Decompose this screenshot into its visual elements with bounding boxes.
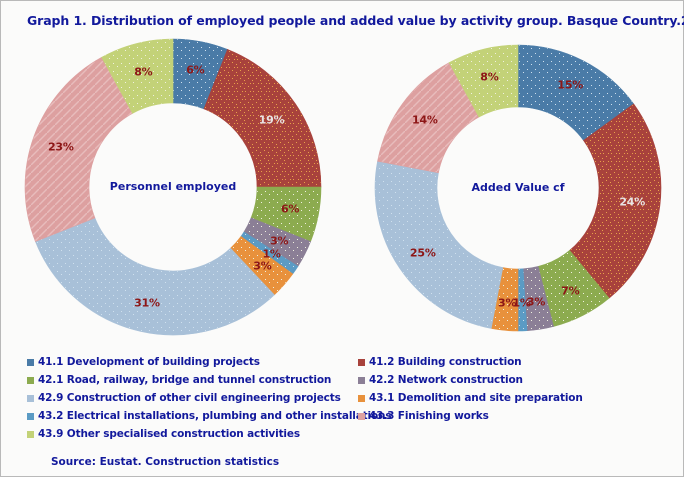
pie-slice-label: 14%	[412, 113, 438, 127]
pie-slice-label: 3%	[526, 295, 546, 309]
pie-slice-label: 8%	[134, 65, 153, 79]
pie-slice[interactable]	[24, 56, 133, 242]
legend-item[interactable]: 43.9 Other specialised construction acti…	[27, 425, 391, 443]
legend-swatch-icon	[27, 394, 34, 402]
legend-column-right: 41.2 Building construction 42.2 Network …	[358, 353, 583, 425]
legend-swatch-icon	[358, 412, 365, 420]
legend-item[interactable]: 42.1 Road, railway, bridge and tunnel co…	[27, 371, 391, 389]
legend-label: 43.3 Finishing works	[369, 410, 489, 422]
pie-slice[interactable]	[35, 217, 275, 336]
pie-slice[interactable]	[569, 103, 662, 299]
donut-left-center-label: Personnel employed	[109, 180, 237, 193]
legend-item[interactable]: 43.1 Demolition and site preparation	[358, 389, 583, 407]
legend-column-left: 41.1 Development of building projects 42…	[27, 353, 392, 443]
legend-item[interactable]: 43.2 Electrical installations, plumbing …	[27, 407, 392, 425]
pie-slice-label: 19%	[258, 113, 285, 127]
legend-swatch-icon	[27, 358, 34, 366]
legend-item[interactable]: 42.9 Construction of other civil enginee…	[27, 389, 391, 407]
legend-swatch-icon	[27, 376, 34, 384]
legend-swatch-icon	[358, 376, 365, 384]
legend-swatch-icon	[27, 412, 34, 420]
pie-slice-label: 1%	[512, 296, 531, 310]
pie-slice-label: 31%	[134, 296, 160, 310]
donut-right-svg	[374, 44, 662, 332]
pie-slice-label: 23%	[47, 140, 74, 154]
legend-item[interactable]: 41.1 Development of building projects	[27, 353, 391, 371]
pie-slice[interactable]	[374, 160, 504, 329]
charts-container: Personnel employed 6% 19% 6% 3% 1% 3% 31% 23% 8%…	[1, 37, 684, 349]
source-note: Source: Eustat. Construction statistics	[51, 456, 280, 468]
legend-item[interactable]: 43.3 Finishing works	[358, 407, 583, 425]
legend-swatch-icon	[27, 430, 34, 438]
pie-slice-label: 7%	[561, 284, 580, 298]
legend-item[interactable]: 42.2 Network construction	[358, 371, 583, 389]
pie-slice[interactable]	[448, 44, 519, 118]
legend-label: 41.1 Development of building projects	[38, 356, 260, 368]
pie-slice-label: 3%	[253, 259, 272, 273]
legend-item[interactable]: 41.2 Building construction	[358, 353, 583, 371]
pie-slice-label: 15%	[557, 78, 584, 92]
legend-label: 41.2 Building construction	[369, 356, 522, 368]
pie-slice-label: 25%	[409, 246, 436, 260]
legend-label: 43.2 Electrical installations, plumbing …	[38, 410, 392, 422]
pie-slice[interactable]	[101, 38, 174, 114]
donut-left-svg	[24, 38, 322, 336]
donut-chart-added-value: Added Value cf 15% 24% 7% 3% 1% 3% 25% 14% 8%	[373, 43, 663, 333]
pie-slice-label: 8%	[480, 70, 499, 84]
page-title: Graph 1. Distribution of employed people…	[27, 13, 684, 28]
pie-slice-label: 1%	[262, 247, 281, 261]
pie-slice-label: 3%	[270, 234, 289, 248]
donut-right-center-label: Added Value cf	[471, 181, 565, 194]
pie-slice-label: 24%	[619, 195, 646, 209]
pie-slice-label: 6%	[186, 63, 205, 77]
legend-label: 43.9 Other specialised construction acti…	[38, 428, 300, 440]
pie-slice-label: 6%	[280, 202, 300, 216]
legend-label: 43.1 Demolition and site preparation	[369, 392, 583, 404]
donut-chart-personnel-employed: Personnel employed 6% 19% 6% 3% 1% 3% 31% 23% 8%	[23, 37, 323, 337]
legend-swatch-icon	[358, 394, 365, 402]
pie-slice-label: 3%	[498, 296, 517, 310]
legend-swatch-icon	[358, 358, 365, 366]
legend-label: 42.2 Network construction	[369, 374, 523, 386]
legend-label: 42.1 Road, railway, bridge and tunnel co…	[38, 374, 332, 386]
legend-label: 42.9 Construction of other civil enginee…	[38, 392, 341, 404]
